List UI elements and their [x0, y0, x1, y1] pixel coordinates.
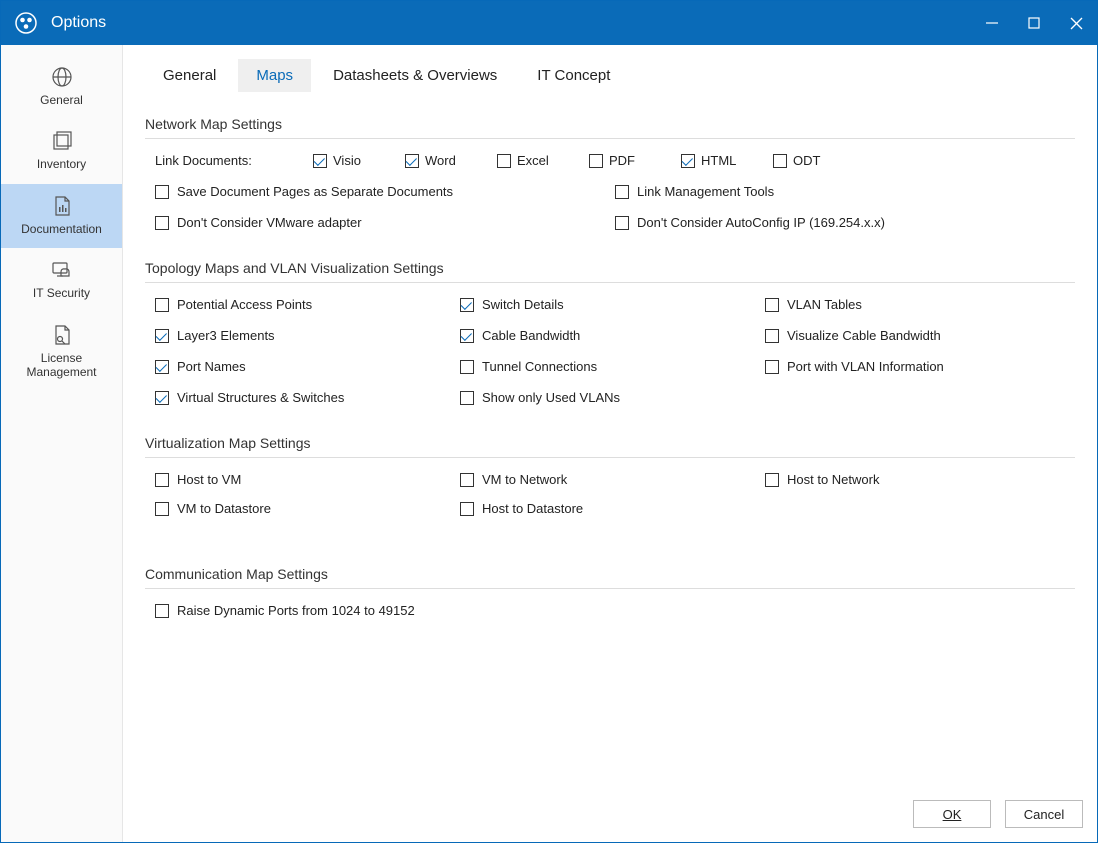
sidebar-item-inventory[interactable]: Inventory [1, 119, 122, 183]
sidebar-item-label: IT Security [33, 286, 90, 300]
section-virtualization: Virtualization Map Settings Host to VM V… [145, 435, 1075, 516]
checkbox-link-mgmt-tools[interactable]: Link Management Tools [615, 184, 1075, 199]
minimize-button[interactable] [971, 1, 1013, 45]
ok-button[interactable]: OK [913, 800, 991, 828]
checkbox-port-names[interactable]: Port Names [155, 359, 460, 374]
checkbox-word[interactable]: Word [405, 153, 497, 168]
sidebar-item-documentation[interactable]: Documentation [1, 184, 122, 248]
checkbox-vlan-tables[interactable]: VLAN Tables [765, 297, 1075, 312]
sidebar-item-label: General [40, 93, 83, 107]
sidebar-item-itsecurity[interactable]: IT Security [1, 248, 122, 312]
network-options-grid: Save Document Pages as Separate Document… [145, 184, 1075, 230]
link-documents-row: Link Documents: Visio Word Excel PDF HTM… [145, 153, 1075, 168]
tab-itconcept[interactable]: IT Concept [519, 59, 628, 92]
tabs: General Maps Datasheets & Overviews IT C… [123, 45, 1097, 92]
section-divider [145, 457, 1075, 458]
checkbox-used-vlans[interactable]: Show only Used VLANs [460, 390, 765, 405]
section-divider [145, 282, 1075, 283]
topology-options-grid: Potential Access Points Switch Details V… [145, 297, 1075, 405]
checkbox-vm-to-datastore[interactable]: VM to Datastore [155, 501, 460, 516]
section-title: Virtualization Map Settings [145, 435, 1075, 451]
sidebar-item-label: Documentation [21, 222, 102, 236]
tab-datasheets[interactable]: Datasheets & Overviews [315, 59, 515, 92]
checkbox-save-separate[interactable]: Save Document Pages as Separate Document… [155, 184, 615, 199]
documentation-icon [50, 194, 74, 218]
content-pane: General Maps Datasheets & Overviews IT C… [123, 45, 1097, 842]
sidebar: General Inventory Documentation IT Secur… [1, 45, 123, 842]
section-title: Topology Maps and VLAN Visualization Set… [145, 260, 1075, 276]
checkbox-layer3[interactable]: Layer3 Elements [155, 328, 460, 343]
license-icon [50, 323, 74, 347]
titlebar: Options [1, 1, 1097, 45]
section-topology: Topology Maps and VLAN Visualization Set… [145, 260, 1075, 405]
section-title: Network Map Settings [145, 116, 1075, 132]
tab-maps[interactable]: Maps [238, 59, 311, 92]
tab-general[interactable]: General [145, 59, 234, 92]
app-icon [13, 10, 39, 36]
checkbox-tunnel-conn[interactable]: Tunnel Connections [460, 359, 765, 374]
checkbox-cable-bw[interactable]: Cable Bandwidth [460, 328, 765, 343]
checkbox-visualize-cable-bw[interactable]: Visualize Cable Bandwidth [765, 328, 1075, 343]
checkbox-port-vlan-info[interactable]: Port with VLAN Information [765, 359, 1075, 374]
section-divider [145, 588, 1075, 589]
maximize-button[interactable] [1013, 1, 1055, 45]
globe-icon [50, 65, 74, 89]
checkbox-vm-to-network[interactable]: VM to Network [460, 472, 765, 487]
sidebar-item-label: License Management [26, 351, 96, 380]
itsecurity-icon [50, 258, 74, 282]
section-network: Network Map Settings Link Documents: Vis… [145, 116, 1075, 230]
link-documents-label: Link Documents: [155, 153, 313, 168]
close-button[interactable] [1055, 1, 1097, 45]
checkbox-host-to-network[interactable]: Host to Network [765, 472, 1075, 487]
checkbox-vmware-adapter[interactable]: Don't Consider VMware adapter [155, 215, 615, 230]
checkbox-visio[interactable]: Visio [313, 153, 405, 168]
virtualization-options-grid: Host to VM VM to Network Host to Network… [145, 472, 1075, 516]
checkbox-pdf[interactable]: PDF [589, 153, 681, 168]
checkbox-raise-dynamic-ports[interactable]: Raise Dynamic Ports from 1024 to 49152 [155, 603, 1075, 618]
checkbox-html[interactable]: HTML [681, 153, 773, 168]
window-title: Options [51, 14, 106, 32]
cancel-button[interactable]: Cancel [1005, 800, 1083, 828]
section-title: Communication Map Settings [145, 566, 1075, 582]
checkbox-switch-details[interactable]: Switch Details [460, 297, 765, 312]
sidebar-item-label: Inventory [37, 157, 86, 171]
section-communication: Communication Map Settings Raise Dynamic… [145, 566, 1075, 618]
sidebar-item-general[interactable]: General [1, 55, 122, 119]
checkbox-host-to-datastore[interactable]: Host to Datastore [460, 501, 765, 516]
section-divider [145, 138, 1075, 139]
checkbox-virtual-structures[interactable]: Virtual Structures & Switches [155, 390, 460, 405]
checkbox-host-to-vm[interactable]: Host to VM [155, 472, 460, 487]
footer: OK Cancel [123, 786, 1097, 842]
sidebar-item-license[interactable]: License Management [1, 313, 122, 392]
checkbox-autoconfig-ip[interactable]: Don't Consider AutoConfig IP (169.254.x.… [615, 215, 1075, 230]
checkbox-odt[interactable]: ODT [773, 153, 865, 168]
inventory-icon [50, 129, 74, 153]
checkbox-excel[interactable]: Excel [497, 153, 589, 168]
window-buttons [971, 1, 1097, 45]
checkbox-potential-ap[interactable]: Potential Access Points [155, 297, 460, 312]
